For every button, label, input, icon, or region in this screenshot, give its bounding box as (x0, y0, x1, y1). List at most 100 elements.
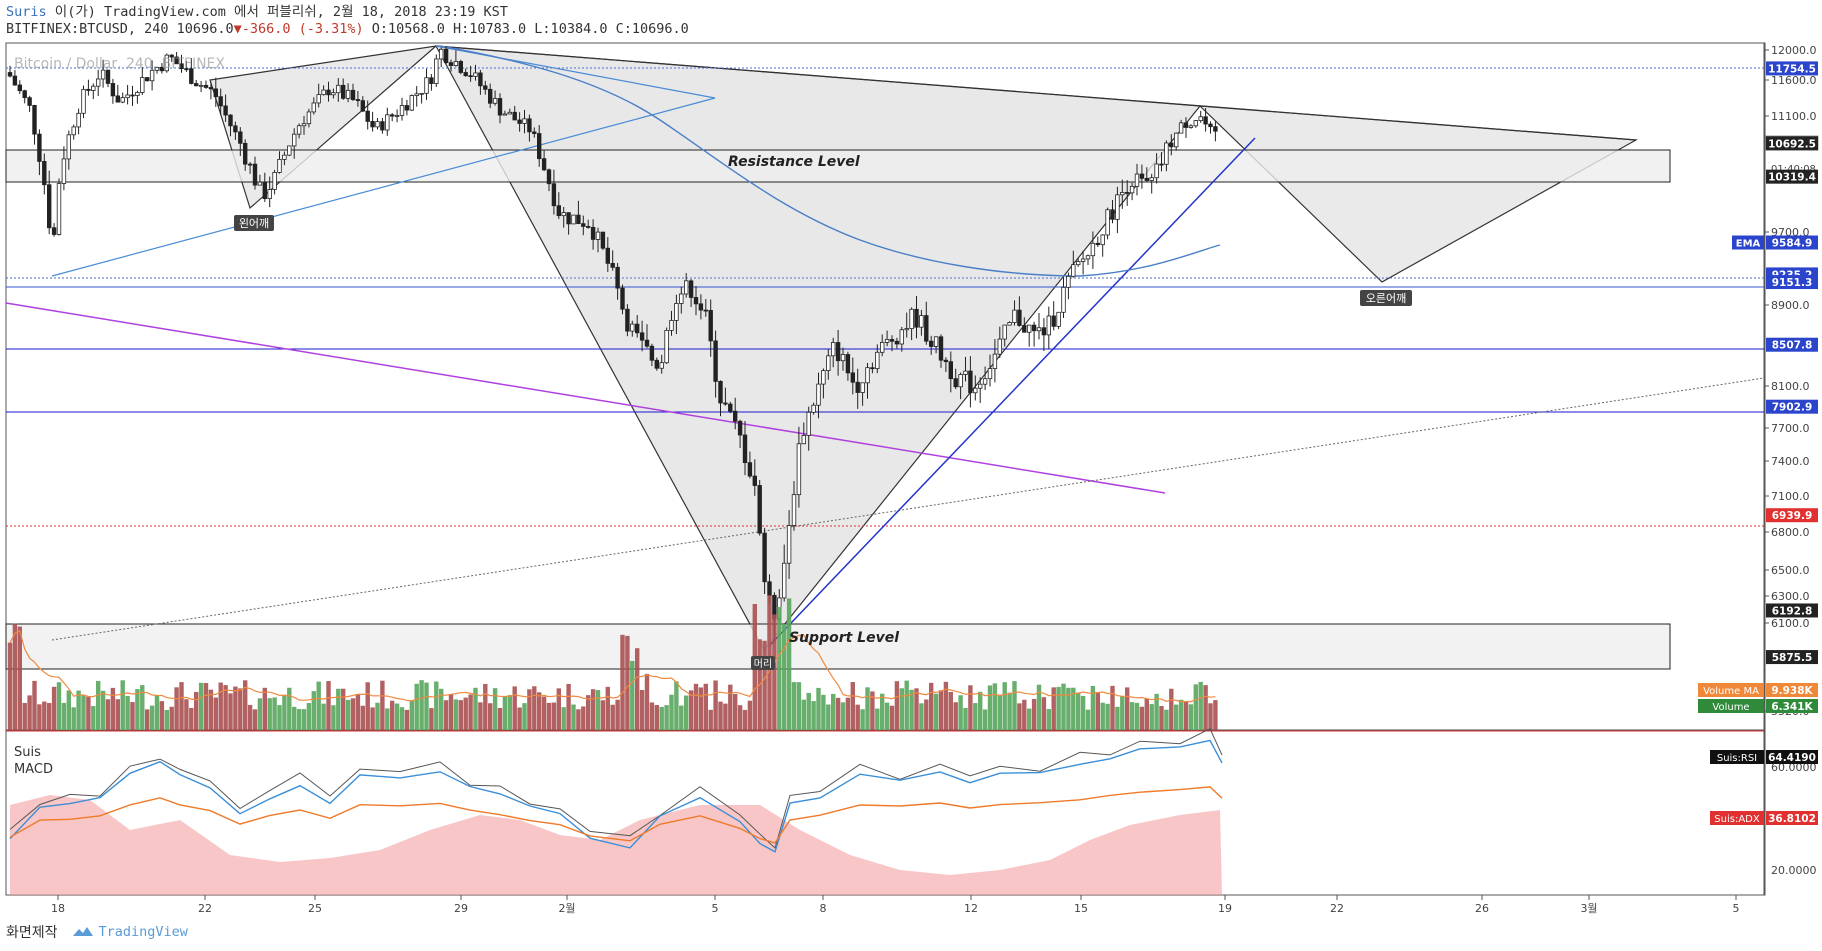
volume-bar (718, 701, 723, 730)
volume-bar (414, 683, 419, 730)
candle-body (360, 100, 365, 112)
candle-body (355, 99, 361, 102)
volume-bar (110, 687, 116, 730)
price-chart[interactable]: Resistance Level Support Level 왼어깨 오른어깨 … (0, 0, 1822, 920)
x-tick-label: 5 (712, 902, 719, 915)
volume-bar (316, 681, 321, 730)
svg-text:9151.3: 9151.3 (1772, 277, 1813, 289)
footer-label: 화면제작 (6, 925, 58, 941)
svg-text:Suis:RSI: Suis:RSI (1717, 753, 1757, 764)
volume-bar (703, 683, 708, 730)
x-tick-label: 25 (308, 902, 322, 915)
candle-body (267, 189, 272, 200)
volume-bar (17, 626, 22, 730)
candle-body (1002, 324, 1007, 340)
volume-bar (605, 686, 610, 730)
volume-bar (865, 687, 870, 730)
candle-body (365, 110, 370, 122)
volume-bar (105, 699, 111, 730)
tradingview-logo-icon (72, 927, 93, 936)
right-shoulder-badge (1360, 290, 1412, 306)
volume-bar (296, 709, 302, 730)
candle-body (1115, 194, 1120, 220)
volume-bar (257, 698, 263, 730)
candle-body (1085, 255, 1091, 260)
volume-bar (424, 682, 429, 730)
candle-body (625, 308, 630, 332)
candle-body (252, 163, 258, 186)
candle-body (468, 75, 473, 78)
candle-body (473, 72, 478, 77)
candle-body (870, 367, 875, 370)
volume-bar (541, 696, 547, 730)
volume-bar (336, 688, 341, 730)
volume-bar (615, 699, 620, 730)
svg-text:6939.9: 6939.9 (1772, 510, 1813, 522)
volume-ma-line (9, 630, 1216, 703)
chart-header: Suris 이(가) TradingView.com 에서 퍼블리쉬, 2월 1… (6, 4, 689, 38)
candle-body (948, 361, 953, 380)
candle-body (816, 383, 821, 406)
volume-bar (561, 707, 566, 730)
head-triangle (434, 45, 1202, 652)
volume-bar (639, 689, 645, 730)
volume-bar (796, 682, 802, 730)
volume-bar (924, 699, 929, 730)
svg-text:5875.5: 5875.5 (1772, 652, 1813, 664)
volume-bar (532, 686, 537, 730)
volume-bar (899, 688, 904, 730)
candle-body (463, 72, 468, 77)
candle-body (532, 131, 537, 134)
volume-bar (27, 695, 32, 730)
neckline-top (435, 45, 1637, 141)
ema-line (439, 45, 1221, 277)
volume-bar (1031, 698, 1037, 730)
candle-body (987, 368, 993, 380)
x-tick-label: 22 (1330, 902, 1344, 915)
right-shoulder-label: 오른어깨 (1366, 292, 1406, 305)
x-tick-label: 5 (1733, 902, 1740, 915)
candle-body (149, 69, 155, 82)
volume-bar (1046, 709, 1051, 730)
volume-bar (909, 689, 914, 730)
volume-bar (978, 691, 983, 730)
price-label-6192.8: 6192.8 (1766, 603, 1818, 618)
candle-body (703, 309, 708, 312)
candle-body (135, 92, 140, 96)
candle-body (375, 121, 380, 128)
volume-bar (267, 698, 272, 730)
candle-body (336, 84, 341, 94)
candle-body (287, 145, 292, 156)
volume-bar (1076, 692, 1081, 730)
candle-body (811, 404, 816, 413)
author-name[interactable]: Suris (6, 4, 47, 20)
x-tick-label: 8 (820, 902, 827, 915)
volume-bar (198, 682, 204, 730)
volume-bar (728, 684, 733, 730)
volume-bar (287, 687, 292, 730)
volume-bar (963, 707, 968, 730)
volume-bar (1007, 692, 1012, 730)
candle-body (1110, 209, 1115, 220)
volume-bar (816, 687, 821, 730)
ohlc-values: O:10568.0 H:10783.0 L:10384.0 C:10696.0 (363, 21, 689, 37)
candle-body (752, 475, 757, 486)
candle-body (223, 105, 228, 116)
tradingview-link[interactable]: TradingView (72, 924, 188, 940)
volume-bar (51, 686, 57, 730)
candle-body (919, 315, 924, 328)
candle-body (909, 308, 914, 329)
volume-bar (1188, 704, 1194, 730)
candle-body (997, 338, 1002, 355)
volume-bar (620, 634, 625, 730)
volume-bar (262, 687, 267, 730)
candle-body (1056, 311, 1061, 327)
volume-bar (380, 680, 385, 730)
candle-body (22, 90, 27, 99)
volume-bar (742, 709, 748, 730)
volume-bar (419, 680, 424, 730)
candle-body (1080, 258, 1086, 262)
time-axis: 18 22 25 29 2월 5 8 12 15 19 22 26 3월 5 (51, 895, 1740, 915)
volume-bar (992, 683, 998, 730)
candle-body (953, 378, 958, 388)
